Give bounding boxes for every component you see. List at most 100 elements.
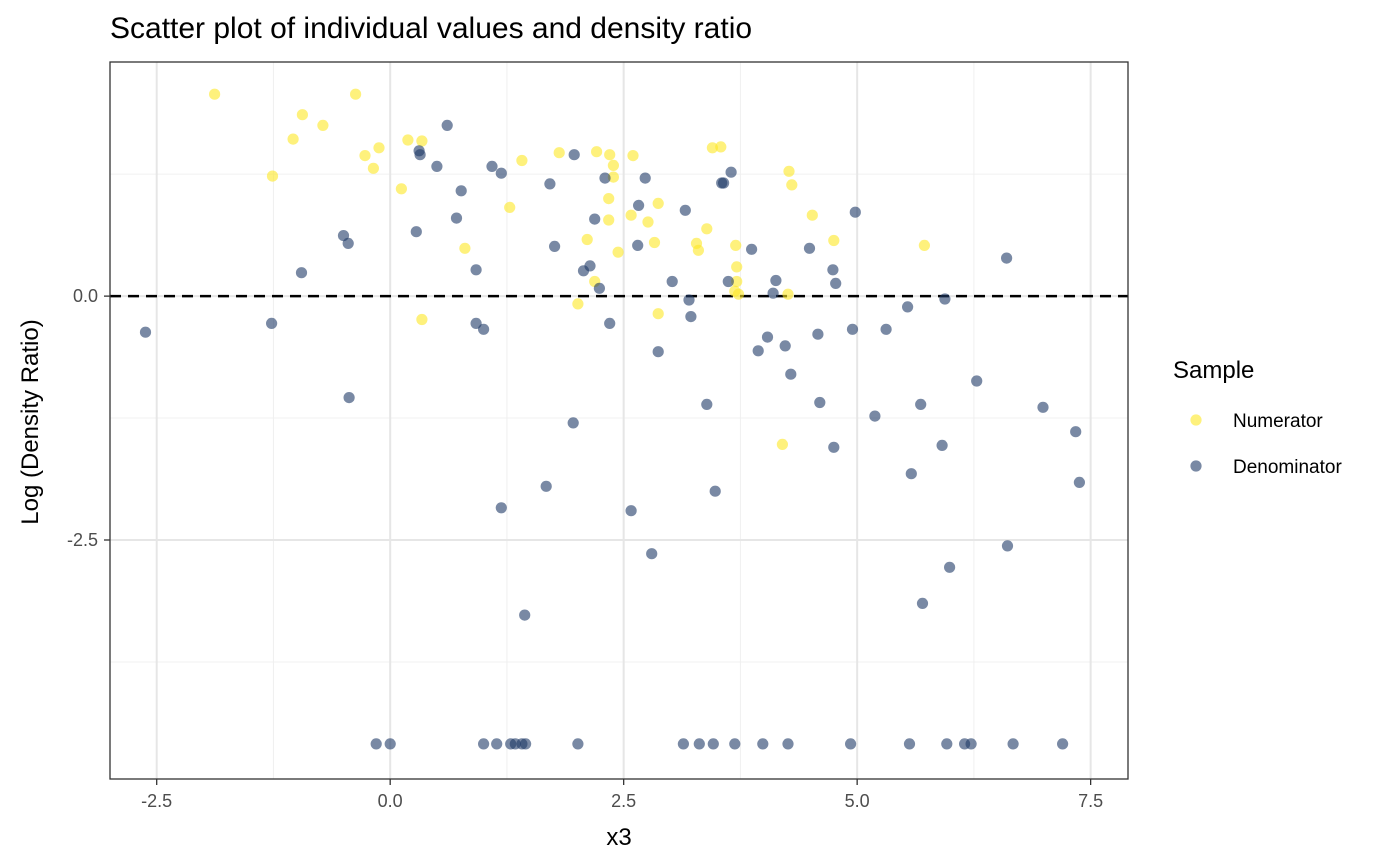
x-tick-label: -2.5 (141, 791, 172, 811)
numerator-point (918, 239, 931, 251)
legend-title: Sample (1173, 357, 1254, 384)
denominator-point (455, 185, 467, 197)
denominator-point (965, 738, 977, 750)
numerator-point (581, 233, 593, 246)
denominator-point (295, 267, 308, 279)
x-tick-label: 7.5 (1078, 791, 1103, 811)
legend-key-numerator (1190, 414, 1202, 426)
numerator-point (782, 288, 794, 300)
denominator-point (707, 738, 719, 750)
denominator-point (683, 294, 695, 306)
denominator-point (491, 738, 503, 750)
denominator-point (343, 392, 355, 404)
denominator-point (869, 410, 881, 422)
numerator-point (731, 261, 743, 273)
y-tick-label: -2.5 (67, 530, 98, 550)
numerator-point (416, 313, 428, 326)
y-tick-label: 0.0 (73, 286, 98, 306)
denominator-point (486, 160, 498, 172)
denominator-point (646, 548, 658, 560)
denominator-point (718, 177, 730, 189)
denominator-point (450, 212, 463, 224)
denominator-point (478, 738, 490, 750)
denominator-point (905, 468, 917, 480)
denominator-point (633, 199, 645, 211)
numerator-point (652, 197, 664, 209)
numerator-point (296, 109, 308, 121)
numerator-point (402, 134, 414, 146)
denominator-point (549, 240, 561, 252)
denominator-point (685, 311, 697, 323)
denominator-point (701, 398, 713, 410)
numerator-point (648, 236, 661, 249)
denominator-point (410, 226, 422, 238)
numerator-point (806, 209, 818, 221)
denominator-point (828, 441, 840, 453)
denominator-point (625, 505, 637, 517)
denominator-point (812, 328, 824, 340)
numerator-point (603, 214, 615, 226)
denominator-point (915, 398, 927, 410)
denominator-point (779, 340, 791, 352)
denominator-point (849, 206, 861, 218)
numerator-point (715, 141, 727, 153)
denominator-point (944, 561, 956, 573)
numerator-point (642, 216, 654, 228)
denominator-point (1073, 476, 1085, 488)
denominator-point (1007, 738, 1019, 750)
denominator-point (1001, 540, 1014, 552)
denominator-point (903, 738, 916, 750)
denominator-point (666, 275, 678, 288)
denominator-point (693, 738, 705, 750)
denominator-point (916, 597, 929, 610)
denominator-point (939, 293, 951, 305)
numerator-point (786, 179, 798, 191)
denominator-point (495, 167, 507, 179)
numerator-point (209, 88, 221, 100)
x-axis: -2.5 0.0 2.5 5.0 7.5 (141, 779, 1103, 811)
numerator-point (603, 193, 615, 205)
denominator-point (782, 738, 794, 750)
denominator-point (971, 375, 983, 387)
denominator-point (785, 368, 797, 380)
numerator-point (607, 171, 620, 183)
denominator-point (652, 346, 664, 358)
denominator-point (803, 242, 816, 254)
denominator-point (846, 323, 859, 335)
numerator-point (612, 246, 624, 258)
denominator-point (632, 239, 644, 251)
denominator-point (540, 480, 552, 492)
numerator-point (287, 133, 299, 145)
numerator-point (359, 150, 371, 162)
denominator-point (729, 738, 741, 750)
y-axis-title: Log (Density Ratio) (17, 319, 44, 524)
denominator-point (752, 345, 764, 357)
denominator-point (761, 331, 774, 343)
denominator-point (936, 439, 948, 451)
numerator-point (416, 135, 428, 147)
denominator-point (746, 243, 758, 255)
numerator-point (317, 119, 329, 131)
denominator-point (568, 149, 580, 161)
numerator-point (706, 142, 719, 154)
denominator-point (584, 260, 596, 272)
denominator-point (342, 237, 354, 249)
denominator-point (431, 160, 443, 172)
numerator-point (604, 149, 616, 161)
numerator-point (625, 209, 637, 221)
denominator-point (519, 609, 531, 621)
numerator-point (516, 154, 528, 167)
numerator-point (732, 288, 745, 300)
x-tick-label: 0.0 (378, 791, 403, 811)
denominator-point (139, 326, 152, 338)
denominator-point (709, 485, 721, 497)
denominator-point (470, 264, 482, 276)
denominator-point (1001, 252, 1013, 264)
numerator-point (607, 159, 620, 171)
numerator-point (266, 170, 279, 182)
denominator-point (572, 738, 584, 750)
numerator-point (730, 239, 742, 251)
denominator-point (544, 178, 556, 190)
denominator-point (902, 301, 914, 313)
denominator-point (830, 277, 842, 289)
